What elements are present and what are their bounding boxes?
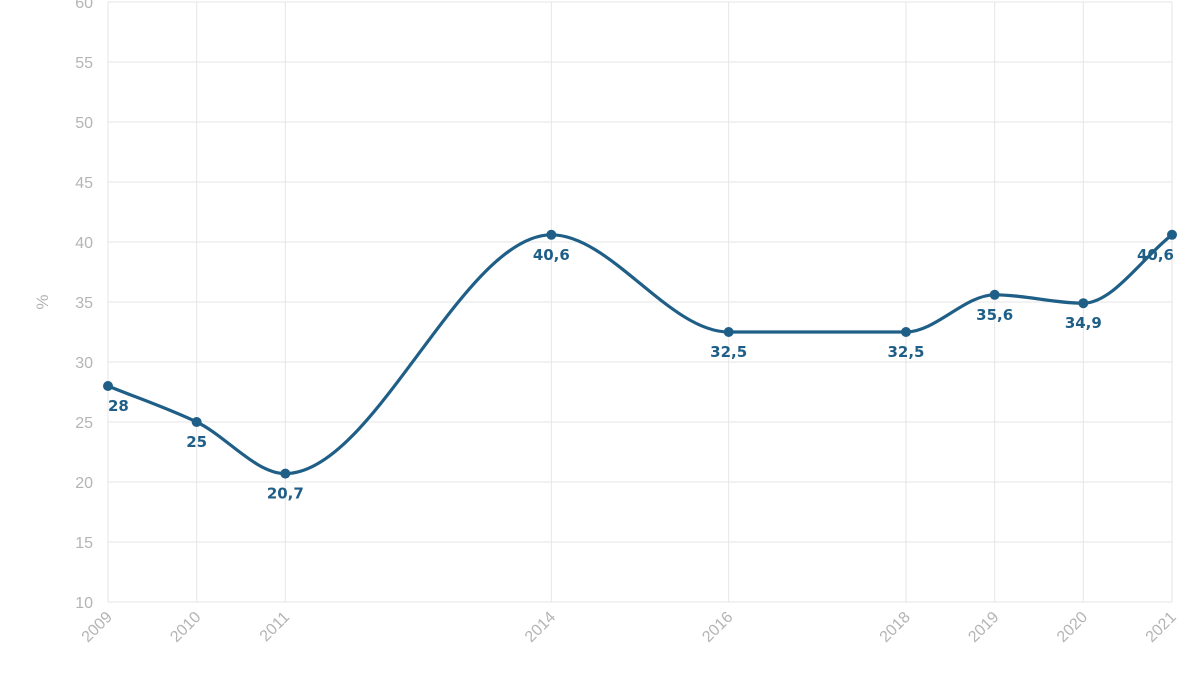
y-tick-label: 30 [75,355,93,372]
y-tick-label: 20 [75,475,93,492]
series-line-group [106,233,1174,476]
x-tick-label: 2018 [877,609,914,646]
data-label: 32,5 [887,343,924,361]
data-point [1078,298,1089,309]
x-tick-label: 2019 [965,609,1002,646]
gridlines [107,1,1173,603]
data-label: 34,9 [1065,314,1102,332]
data-point [989,289,1000,300]
x-tick-label: 2014 [522,609,559,646]
x-tick-label: 2011 [257,609,293,645]
y-tick-label: 50 [75,115,93,132]
data-labels: 28 25 20,7 40,6 32,5 32,5 35,6 34,9 40,6 [108,246,1174,503]
y-tick-label: 60 [75,0,93,12]
y-tick-label: 10 [75,595,93,612]
y-tick-label: 55 [75,55,93,72]
data-label: 40,6 [1137,246,1174,264]
x-tick-label: 2016 [699,609,736,646]
data-label: 35,6 [976,306,1013,324]
data-points [103,229,1177,479]
data-point [546,229,557,240]
y-tick-label: 15 [75,535,93,552]
data-label: 25 [186,433,207,451]
series-line [106,233,1174,476]
y-tick-label: 40 [75,235,93,252]
x-tick-label: 2020 [1054,609,1091,646]
x-axis: 2009 2010 2011 2014 2016 2018 2019 2020 2021 [79,609,1180,646]
data-point [901,327,911,337]
data-point [280,468,291,479]
data-label: 28 [108,397,129,415]
y-axis-title: % [33,294,52,309]
y-tick-label: 45 [75,175,93,192]
data-point [103,381,113,391]
data-point [723,327,734,337]
data-point [1167,229,1177,240]
x-tick-label: 2010 [167,609,204,646]
x-tick-label: 2009 [79,609,116,646]
y-tick-label: 35 [75,295,93,312]
y-tick-label: 25 [75,415,93,432]
data-label: 20,7 [267,485,304,503]
data-label: 32,5 [710,343,747,361]
data-label: 40,6 [533,246,570,264]
y-axis: % 10 15 20 25 30 35 40 45 50 55 60 [33,0,93,612]
data-point [191,417,202,427]
x-tick-label: 2021 [1143,609,1180,646]
